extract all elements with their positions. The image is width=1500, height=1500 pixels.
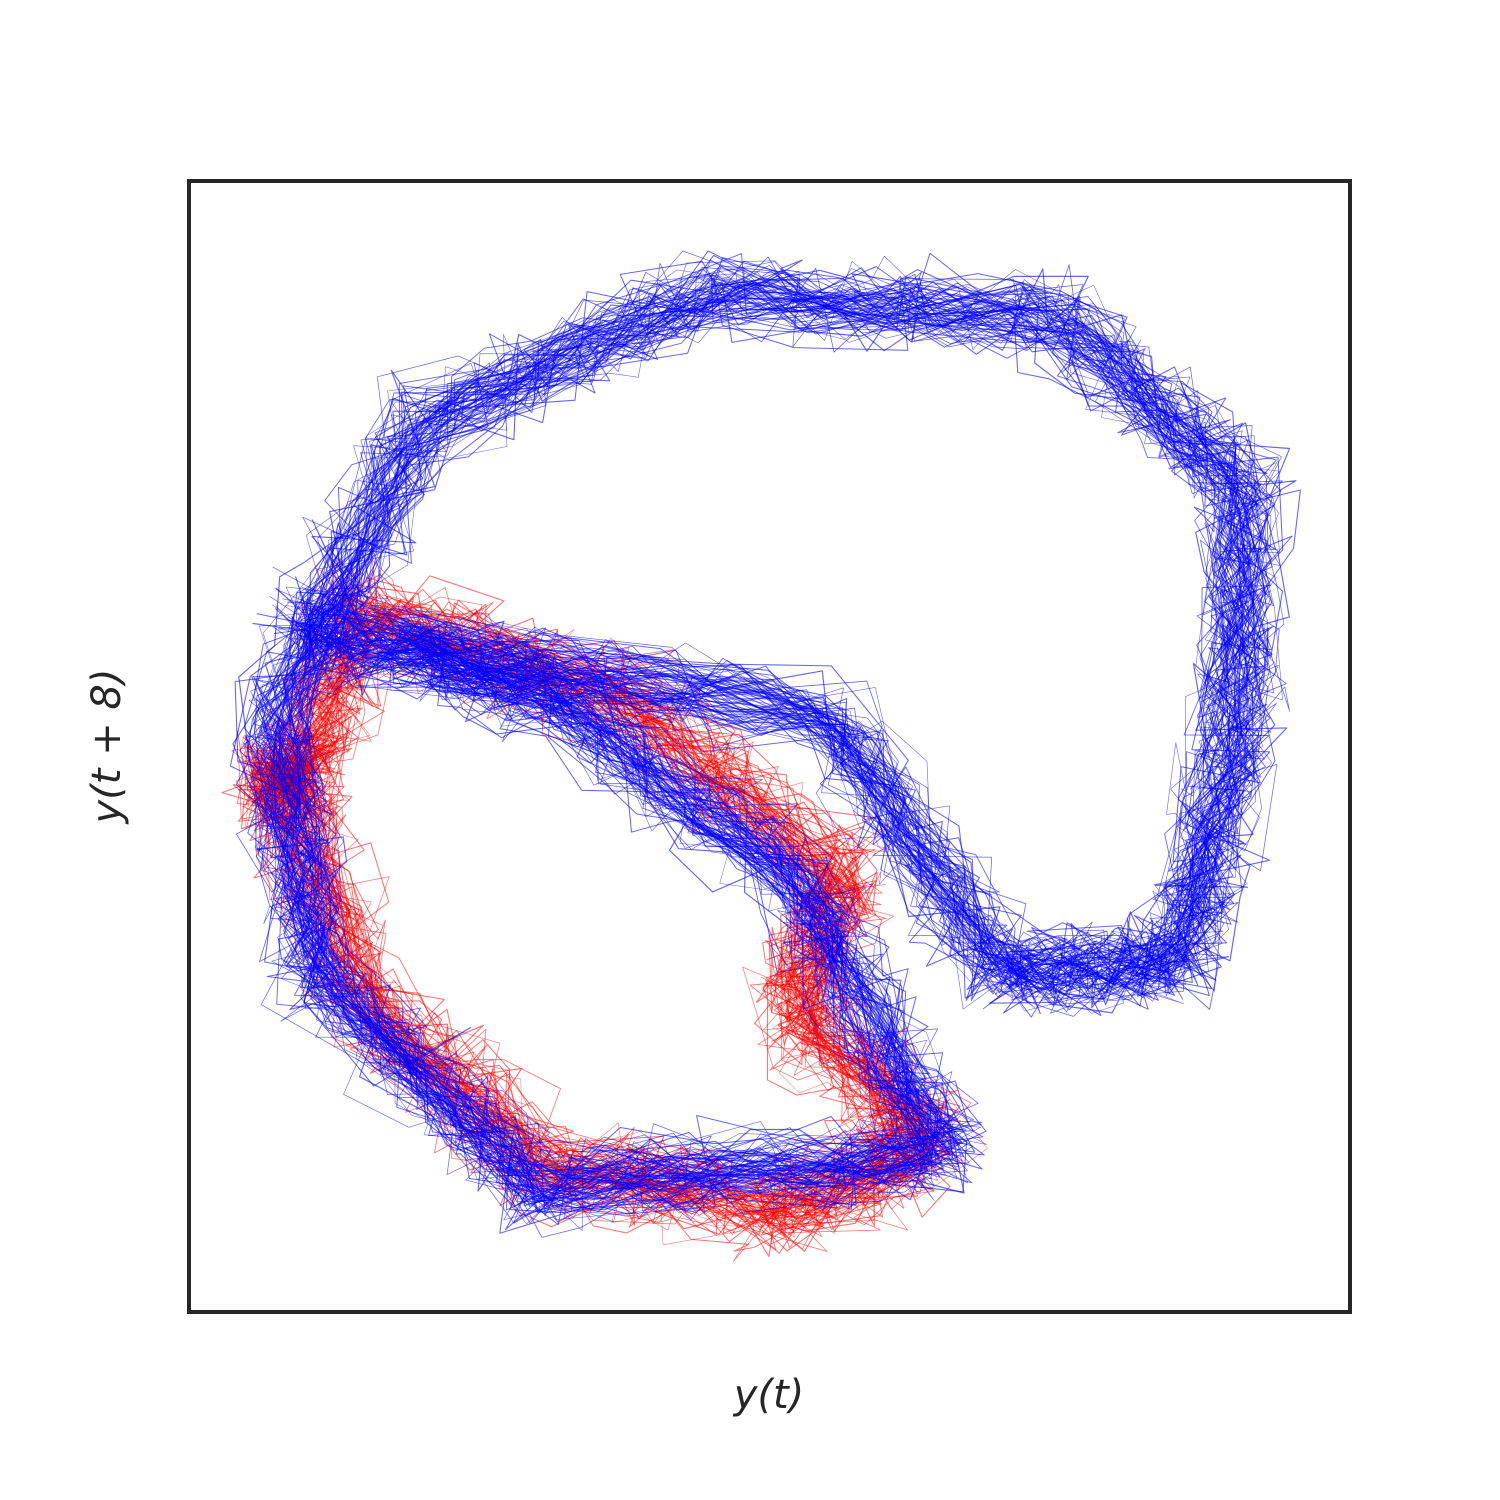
- series-1-trace: [263, 286, 1271, 1192]
- series-1-trace: [251, 269, 1254, 1191]
- series-1-trace: [253, 281, 1254, 1181]
- plot-area: [221, 250, 1301, 1262]
- series-1-trace: [253, 272, 1275, 1221]
- series-1-trace: [282, 281, 1257, 1205]
- series-1-trace: [269, 291, 1262, 1203]
- series-1-trace: [244, 300, 1281, 1223]
- series-1-trace: [257, 284, 1256, 1200]
- x-axis-label: y(t): [733, 1372, 805, 1418]
- series-1-trace: [254, 273, 1284, 1202]
- series-1-trace: [268, 277, 1282, 1211]
- series-1-trace: [286, 256, 1280, 1224]
- series-1-trace: [248, 260, 1253, 1188]
- series-1-trace: [263, 267, 1269, 1200]
- plot-frame: [187, 179, 1352, 1314]
- series-1-trace: [260, 298, 1262, 1195]
- y-axis-label: y(t + 8): [84, 669, 130, 825]
- series-1-trace: [250, 280, 1280, 1196]
- series-1-trace: [257, 277, 1284, 1234]
- series-1-trace: [262, 276, 1267, 1182]
- series-0-trace: [277, 587, 928, 1250]
- series-1-trace: [258, 266, 1273, 1213]
- series-1-trace: [269, 261, 1279, 1213]
- series-1-trace: [244, 253, 1274, 1214]
- series-1-trace: [251, 250, 1285, 1215]
- series-1-trace: [235, 264, 1287, 1238]
- series-1-trace: [255, 265, 1268, 1207]
